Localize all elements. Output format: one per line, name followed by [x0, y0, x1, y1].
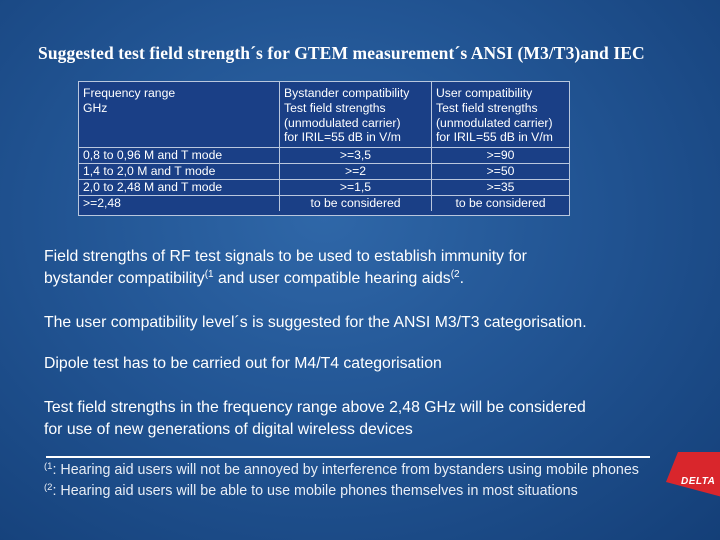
footnote-ref-2: (2 [450, 269, 460, 280]
table-cell: >=1,5 [279, 179, 432, 196]
paragraph-line: Test field strengths in the frequency ra… [44, 399, 586, 416]
table-cell: >=50 [431, 163, 569, 180]
header-user: User compatibility Test field strengths … [431, 82, 569, 148]
paragraph-line: bystander compatibility(1 and user compa… [44, 268, 527, 290]
paragraph-line: for use of new generations of digital wi… [44, 421, 413, 438]
footnotes: (1: Hearing aid users will not be annoye… [44, 460, 674, 502]
header-text: User compatibility [436, 86, 533, 100]
header-text: Frequency range [83, 86, 176, 100]
header-bystander: Bystander compatibility Test field stren… [279, 82, 432, 148]
paragraph-user-compatibility: The user compatibility level´s is sugges… [44, 314, 587, 331]
table-cell: >=3,5 [279, 147, 432, 164]
table-cell: to be considered [455, 196, 546, 210]
header-text: (unmodulated carrier) [436, 115, 553, 130]
field-strength-table: Frequency range GHz Bystander compatibil… [78, 81, 570, 216]
table-row: 0,8 to 0,96 M and T mode >=3,5 >=90 [79, 147, 569, 164]
header-text: GHz [83, 100, 108, 115]
table: Frequency range GHz Bystander compatibil… [79, 82, 569, 211]
text-span: and user compatible hearing aids [213, 270, 451, 287]
paragraph-dipole-test: Dipole test has to be carried out for M4… [44, 355, 442, 372]
table-cell: >=90 [431, 147, 569, 164]
paragraph-above-2-48: Test field strengths in the frequency ra… [44, 397, 586, 441]
delta-logo-text: DELTA [681, 476, 716, 487]
footnote-divider [46, 456, 650, 458]
paragraph-line: Field strengths of RF test signals to be… [44, 248, 527, 265]
text-span: . [459, 270, 464, 287]
table-row: 2,0 to 2,48 M and T mode >=1,5 >=35 [79, 179, 569, 196]
footnote-text: : Hearing aid users will be able to use … [52, 483, 578, 499]
header-text: Test field strengths [284, 100, 386, 115]
table-cell: >=2,48 [79, 195, 280, 211]
footnote-ref-1: (1 [204, 269, 214, 280]
header-text: Test field strengths [436, 100, 538, 115]
table-cell: 1,4 to 2,0 M and T mode [79, 163, 280, 180]
header-text: for IRIL=55 dB in V/m [436, 130, 553, 145]
table-cell: 2,0 to 2,48 M and T mode [79, 179, 280, 196]
footnote-text: : Hearing aid users will not be annoyed … [52, 462, 639, 478]
table-cell: >=2 [279, 163, 432, 180]
header-text: for IRIL=55 dB in V/m [284, 130, 401, 145]
paragraph-field-strengths: Field strengths of RF test signals to be… [44, 246, 527, 290]
footnote-mark: (1 [44, 461, 53, 472]
table-cell: to be considered [279, 195, 432, 211]
text-span: bystander compatibility [44, 270, 205, 287]
table-row: 1,4 to 2,0 M and T mode >=2 >=50 [79, 163, 569, 180]
table-header-row: Frequency range GHz Bystander compatibil… [79, 82, 569, 148]
header-frequency-range: Frequency range GHz [79, 82, 280, 148]
table-cell: >=35 [431, 179, 569, 196]
footnote-mark: (2 [44, 482, 53, 493]
header-text: Bystander compatibility [284, 86, 410, 100]
table-cell: 0,8 to 0,96 M and T mode [79, 147, 280, 164]
slide-title: Suggested test field strength´s for GTEM… [38, 43, 645, 63]
footnote-1: (1: Hearing aid users will not be annoye… [44, 460, 674, 481]
delta-logo-icon [666, 452, 720, 497]
header-text: (unmodulated carrier) [284, 115, 401, 130]
table-row: >=2,48 to be considered to be considered [79, 195, 569, 211]
footnote-2: (2: Hearing aid users will be able to us… [44, 481, 674, 502]
